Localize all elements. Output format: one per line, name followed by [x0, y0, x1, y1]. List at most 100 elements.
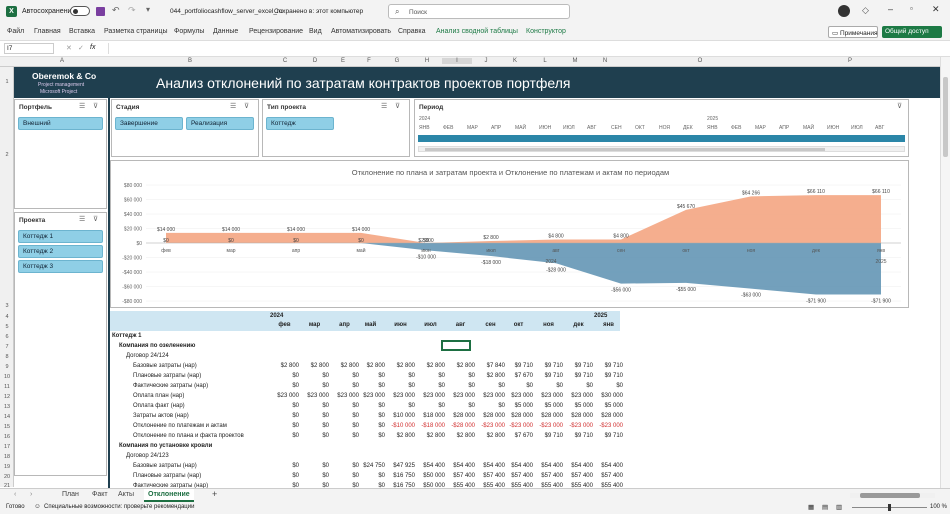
- column-header[interactable]: M: [572, 58, 578, 64]
- pivot-cell[interactable]: $0: [586, 383, 593, 389]
- timeline-month[interactable]: ЯНВ: [419, 125, 430, 131]
- slicer-item[interactable]: Коттедж: [266, 117, 334, 130]
- pivot-row-label[interactable]: Затраты актов (нар): [133, 413, 189, 419]
- pivot-row-label[interactable]: Договор 24/124: [126, 353, 169, 359]
- pivot-cell[interactable]: $57 400: [511, 473, 533, 479]
- view-pagebreak-icon[interactable]: ▥: [836, 504, 843, 511]
- pivot-cell[interactable]: $0: [468, 373, 475, 379]
- pivot-cell[interactable]: $28 000: [571, 413, 593, 419]
- timeline-month[interactable]: ФЕВ: [731, 125, 742, 131]
- column-header[interactable]: O: [697, 58, 703, 64]
- undo-icon[interactable]: ↶: [112, 5, 120, 15]
- pivot-row-label[interactable]: Договор 24/123: [126, 453, 169, 459]
- pivot-cell[interactable]: $54 400: [483, 463, 505, 469]
- timeline-month[interactable]: СЕН: [611, 125, 622, 131]
- slicer-item[interactable]: Коттедж 3: [18, 260, 103, 273]
- timeline-selection-bar[interactable]: [418, 135, 905, 142]
- pivot-cell[interactable]: $55 400: [453, 483, 475, 489]
- pivot-cell[interactable]: $23 000: [337, 393, 359, 399]
- timeline-month[interactable]: ИЮЛ: [563, 125, 575, 131]
- pivot-cell[interactable]: $47 925: [393, 463, 415, 469]
- row-header[interactable]: 18: [3, 454, 11, 460]
- timeline-month[interactable]: МАЙ: [515, 125, 527, 131]
- pivot-cell[interactable]: $2 800: [426, 433, 445, 439]
- view-normal-icon[interactable]: ▦: [808, 504, 815, 511]
- column-header[interactable]: I: [442, 58, 472, 64]
- pivot-cell[interactable]: $16 750: [393, 473, 415, 479]
- timeline-month[interactable]: ИЮН: [827, 125, 840, 131]
- pivot-cell[interactable]: $28 000: [511, 413, 533, 419]
- pivot-cell[interactable]: $0: [352, 423, 359, 429]
- row-header[interactable]: 7: [5, 344, 9, 350]
- pivot-table[interactable]: 2024 2025 фев мар апр май июн июл авг сен окт ноя де…: [110, 311, 623, 489]
- pivot-row-label[interactable]: Фактические затраты (нар): [133, 483, 209, 489]
- pivot-cell[interactable]: $2 800: [426, 363, 445, 369]
- pivot-cell[interactable]: $0: [438, 373, 445, 379]
- name-box[interactable]: I7: [4, 43, 54, 54]
- pivot-cell[interactable]: $7 670: [514, 433, 533, 439]
- sheet-tab[interactable]: Факт: [92, 491, 108, 498]
- menu-home[interactable]: Главная: [34, 28, 61, 35]
- pivot-row-label[interactable]: Плановые затраты (нар): [133, 373, 202, 379]
- column-header[interactable]: G: [394, 58, 400, 64]
- row-header[interactable]: 13: [3, 404, 11, 410]
- column-header[interactable]: F: [367, 58, 371, 64]
- pivot-cell[interactable]: $0: [378, 483, 385, 489]
- pivot-cell[interactable]: $0: [378, 383, 385, 389]
- column-header[interactable]: L: [543, 58, 547, 64]
- pivot-cell[interactable]: $54 400: [453, 463, 475, 469]
- pivot-cell[interactable]: $0: [498, 403, 505, 409]
- pivot-cell[interactable]: $0: [292, 483, 299, 489]
- pivot-cell[interactable]: $23 000: [277, 393, 299, 399]
- pivot-cell[interactable]: $0: [498, 383, 505, 389]
- pivot-cell[interactable]: $54 400: [601, 463, 623, 469]
- pivot-cell[interactable]: $2 800: [280, 363, 299, 369]
- pivot-cell[interactable]: $0: [352, 413, 359, 419]
- share-button[interactable]: Общий доступ: [882, 26, 942, 38]
- pivot-cell[interactable]: -$23 000: [481, 423, 505, 429]
- close-icon[interactable]: ✕: [932, 4, 940, 14]
- sheet-tab[interactable]: План: [62, 491, 79, 498]
- menu-page-layout[interactable]: Разметка страницы: [104, 28, 168, 35]
- column-header[interactable]: P: [847, 58, 852, 64]
- add-sheet-icon[interactable]: +: [212, 489, 218, 499]
- row-header[interactable]: 16: [3, 434, 11, 440]
- timeline-month[interactable]: ОКТ: [635, 125, 645, 131]
- pivot-cell[interactable]: $28 000: [541, 413, 563, 419]
- pivot-cell[interactable]: $5 000: [544, 403, 563, 409]
- pivot-cell[interactable]: $0: [292, 373, 299, 379]
- pivot-cell[interactable]: $0: [378, 413, 385, 419]
- pivot-cell[interactable]: $2 800: [340, 363, 359, 369]
- pivot-cell[interactable]: $9 710: [574, 363, 593, 369]
- timeline-month[interactable]: АВГ: [875, 125, 885, 131]
- pivot-cell[interactable]: $23 000: [363, 393, 385, 399]
- row-header[interactable]: 9: [5, 364, 9, 370]
- pivot-cell[interactable]: $54 400: [423, 463, 445, 469]
- pivot-cell[interactable]: $9 710: [604, 373, 623, 379]
- pivot-cell[interactable]: $55 400: [601, 483, 623, 489]
- slicer-item[interactable]: Внешний: [18, 117, 103, 130]
- pivot-year-header[interactable]: 2024: [270, 313, 284, 319]
- pivot-row-label[interactable]: Компания по озеленению: [119, 343, 196, 349]
- pivot-cell[interactable]: $28 000: [601, 413, 623, 419]
- pivot-cell[interactable]: $23 000: [423, 393, 445, 399]
- pivot-cell[interactable]: $0: [378, 373, 385, 379]
- pivot-cell[interactable]: $0: [322, 423, 329, 429]
- pivot-cell[interactable]: $5 000: [514, 403, 533, 409]
- column-header[interactable]: C: [282, 58, 288, 64]
- row-header[interactable]: 15: [3, 424, 11, 430]
- menu-data[interactable]: Данные: [213, 28, 239, 35]
- pivot-cell[interactable]: -$10 000: [391, 423, 415, 429]
- search-box[interactable]: ⌕ Поиск: [388, 4, 570, 19]
- slicer-item[interactable]: Завершение: [115, 117, 183, 130]
- accessibility-icon[interactable]: ☺: [34, 503, 41, 510]
- row-header[interactable]: 8: [5, 354, 9, 360]
- pivot-cell[interactable]: $0: [322, 403, 329, 409]
- pivot-cell[interactable]: $0: [322, 383, 329, 389]
- accessibility-status[interactable]: Специальные возможности: проверьте реком…: [44, 504, 195, 510]
- pivot-cell[interactable]: $24 750: [363, 463, 385, 469]
- pivot-cell[interactable]: $0: [322, 473, 329, 479]
- enter-icon[interactable]: ✓: [78, 45, 84, 52]
- pivot-cell[interactable]: $2 800: [366, 363, 385, 369]
- row-header[interactable]: 10: [3, 374, 11, 380]
